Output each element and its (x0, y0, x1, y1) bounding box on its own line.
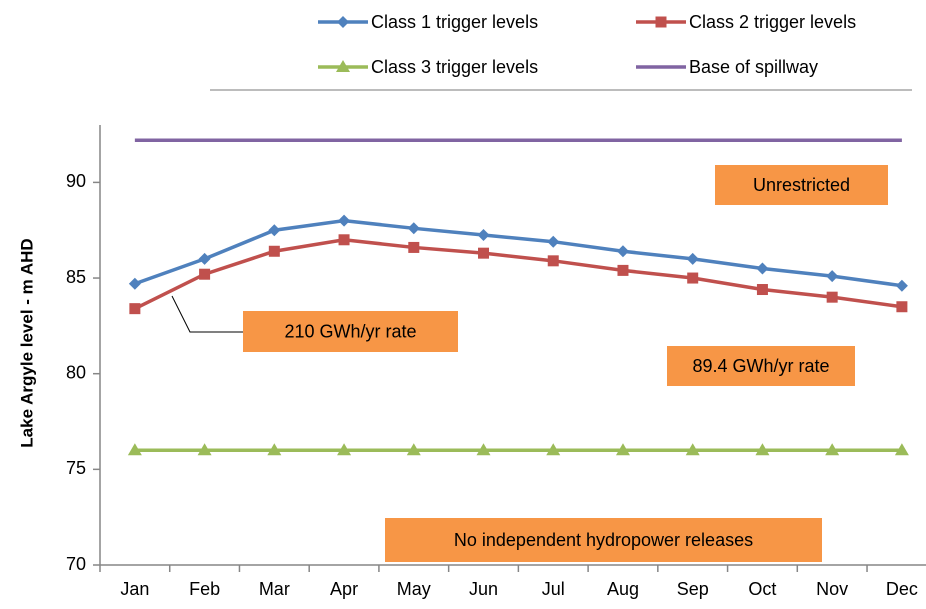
data-point (267, 443, 282, 456)
data-point (338, 234, 350, 246)
data-point (896, 301, 908, 313)
data-point (616, 245, 629, 258)
annotation: 210 GWh/yr rate (284, 321, 416, 341)
data-point (825, 443, 840, 456)
data-point (127, 443, 142, 456)
data-point (268, 224, 281, 237)
data-point (407, 222, 420, 235)
x-tick-label: Apr (330, 579, 358, 599)
data-point (615, 443, 630, 456)
x-tick-label: Mar (259, 579, 290, 599)
y-tick-label: 75 (66, 458, 86, 478)
legend-marker (655, 16, 667, 28)
y-tick-label: 70 (66, 554, 86, 574)
x-tick-label: Jun (469, 579, 498, 599)
annotation-box (715, 165, 888, 205)
data-point (337, 443, 352, 456)
annotation-box (243, 311, 458, 352)
data-point (199, 268, 211, 280)
x-tick-label: May (397, 579, 431, 599)
data-point (756, 262, 769, 275)
data-point (826, 270, 839, 283)
annotation: Unrestricted (753, 175, 850, 195)
data-point (477, 229, 490, 241)
data-point (198, 252, 211, 265)
data-point (128, 277, 141, 290)
legend-label: Class 2 trigger levels (689, 12, 856, 32)
data-point (895, 279, 908, 292)
series-line (134, 238, 903, 311)
y-tick-label: 80 (66, 362, 86, 382)
data-point (756, 284, 768, 296)
annotation-box (667, 346, 855, 386)
data-point (338, 214, 351, 227)
series-line (134, 218, 903, 288)
data-point (406, 443, 421, 456)
x-tick-label: Feb (189, 579, 220, 599)
data-point (478, 247, 490, 259)
data-point (686, 252, 699, 265)
data-point (685, 443, 700, 456)
x-tick-label: Sep (677, 579, 709, 599)
data-point (755, 443, 770, 456)
data-point (687, 272, 699, 284)
data-point (826, 291, 838, 303)
x-tick-label: Oct (748, 579, 776, 599)
annotation: 89.4 GWh/yr rate (692, 356, 829, 376)
x-tick-label: Jan (120, 579, 149, 599)
data-point (894, 443, 909, 456)
x-tick-label: Nov (816, 579, 848, 599)
x-tick-label: Dec (886, 579, 918, 599)
y-axis-label: Lake Argyle level - m AHD (17, 238, 36, 447)
data-point (476, 443, 491, 456)
data-point (268, 245, 280, 257)
leader-line (171, 295, 243, 333)
legend-marker (336, 60, 350, 72)
data-point (546, 443, 561, 456)
annotation-box (385, 518, 822, 562)
data-point (547, 235, 560, 248)
annotation: No independent hydropower releases (454, 530, 753, 550)
legend-label: Class 3 trigger levels (371, 57, 538, 77)
x-tick-label: Aug (607, 579, 639, 599)
legend-label: Base of spillway (689, 57, 818, 77)
x-tick-label: Jul (542, 579, 565, 599)
y-tick-label: 90 (66, 171, 86, 191)
data-point (129, 303, 141, 315)
y-tick-label: 85 (66, 267, 86, 287)
legend-marker (337, 16, 349, 28)
data-point (617, 264, 629, 276)
data-point (197, 443, 212, 456)
legend-label: Class 1 trigger levels (371, 12, 538, 32)
data-point (408, 241, 420, 253)
data-point (547, 255, 559, 267)
